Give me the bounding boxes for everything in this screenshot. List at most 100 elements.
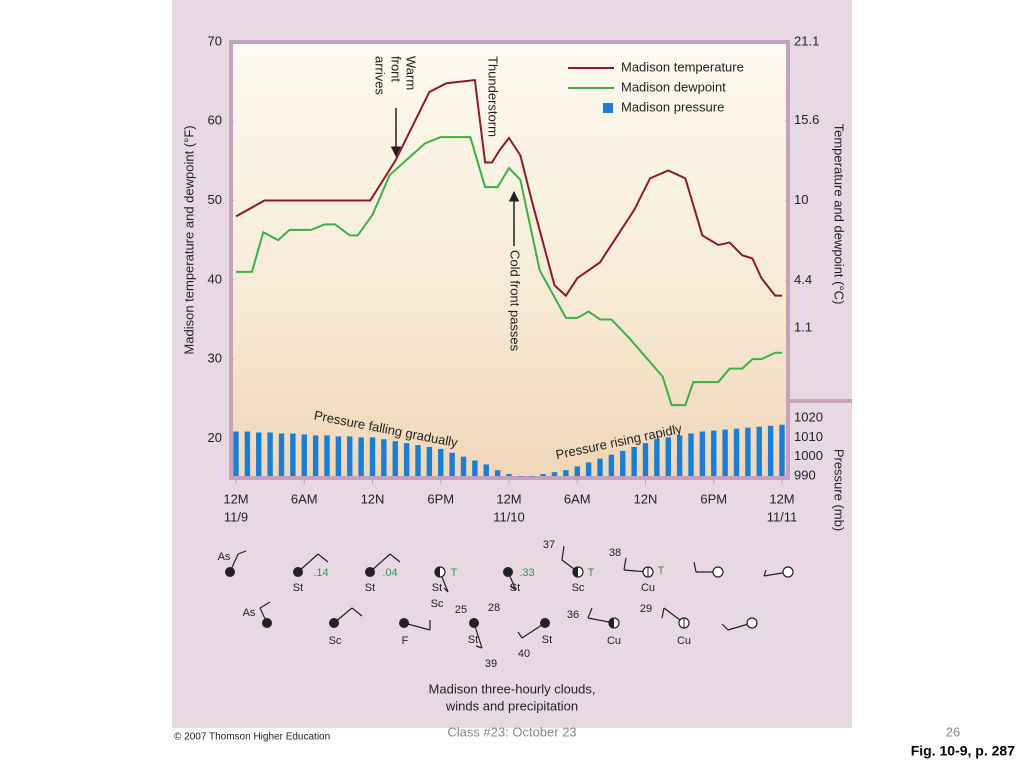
pressure-tick-label: 1000	[794, 448, 823, 463]
annotation: Warm	[404, 56, 419, 90]
pressure-bar	[312, 435, 319, 476]
pressure-bar	[654, 439, 660, 476]
series-line	[235, 78, 782, 298]
pressure-bar	[506, 474, 512, 476]
x-tick-label: 12M	[769, 491, 794, 506]
pressure-bar	[756, 426, 762, 476]
legend-label: Madison pressure	[621, 99, 724, 114]
wind-barb	[317, 553, 329, 563]
station-label: T	[451, 567, 458, 579]
pressure-tick-label: 1020	[794, 409, 823, 424]
station-half	[573, 567, 578, 577]
station-label: Sc	[572, 582, 585, 594]
station-label: 36	[567, 609, 579, 621]
pressure-bar	[426, 447, 433, 476]
y2-tick-label: 15.6	[794, 112, 819, 127]
pressure-bar	[608, 454, 615, 476]
pressure-tick-label: 1010	[794, 429, 823, 444]
wind-barb	[623, 557, 627, 571]
x-tick-label: 12N	[361, 491, 385, 506]
x-tick-label: 6PM	[427, 491, 454, 506]
station-circle	[225, 567, 235, 577]
station-label: Sc	[329, 635, 342, 647]
pressure-bar	[711, 430, 717, 476]
wind-barb	[237, 550, 247, 555]
y-tick-label: 20	[208, 430, 222, 445]
y-tick-label: 70	[208, 33, 222, 48]
pressure-bar	[267, 432, 273, 476]
pressure-bar	[642, 443, 649, 476]
pressure-axis-title: Pressure (mb)	[832, 449, 847, 531]
y2-tick-label: 1.1	[794, 319, 812, 334]
station-label: 29	[640, 603, 652, 615]
figure-ref: Fig. 10-9, p. 287	[911, 743, 1015, 759]
pressure-bar	[494, 470, 501, 476]
wind-barb	[587, 607, 593, 619]
pressure-bar	[358, 437, 364, 476]
wind-barb	[475, 645, 483, 649]
pressure-bar	[460, 456, 467, 476]
pressure-bar	[540, 474, 546, 476]
pressure-bar	[256, 432, 262, 476]
station-circle	[262, 618, 272, 628]
pressure-bar	[665, 437, 671, 476]
wind-barb	[351, 607, 363, 617]
y-tick-label: 50	[208, 192, 222, 207]
x-tick-label: 12M	[496, 491, 521, 506]
legend-label: Madison dewpoint	[621, 79, 726, 94]
x-date-label: 11/10	[493, 509, 525, 524]
pressure-bar	[381, 439, 387, 476]
pressure-bar	[620, 450, 626, 476]
station-label: T	[658, 565, 665, 577]
pressure-bar	[563, 470, 569, 476]
station-label: St	[432, 582, 442, 594]
y2-axis-title: Temperature and dewpoint (°C)	[832, 124, 847, 305]
pressure-bar	[779, 424, 785, 476]
station-label: 39	[485, 658, 497, 670]
pressure-bar	[347, 436, 353, 476]
wind-barb	[259, 601, 271, 609]
pressure-bar	[767, 425, 774, 476]
pressure-bar	[403, 443, 410, 476]
station-circle	[712, 566, 724, 578]
station-circle	[540, 618, 550, 628]
station-label: Cu	[641, 582, 655, 594]
legend-label: Madison temperature	[621, 59, 744, 74]
pressure-bar	[722, 429, 728, 476]
station-circle	[782, 566, 794, 578]
y2-tick-label: 4.4	[794, 272, 812, 287]
y-axis-title: Madison temperature and dewpoint (°F)	[181, 125, 196, 354]
pressure-bar	[551, 472, 558, 476]
pressure-tick-label: 990	[794, 467, 816, 482]
annotation: Cold front passes	[508, 250, 523, 352]
wind-barb	[693, 561, 697, 573]
station-label: St	[365, 582, 375, 594]
station-circle	[746, 617, 758, 629]
pressure-bar	[699, 431, 706, 476]
x-tick-label: 12N	[634, 491, 658, 506]
pressure-bar	[733, 428, 740, 476]
pressure-bar	[597, 458, 603, 476]
pressure-bar	[688, 433, 694, 476]
annotation: Thunderstorm	[486, 56, 501, 137]
pressure-bar	[574, 466, 580, 476]
station-caption: winds and precipitation	[445, 698, 578, 713]
station-circle	[293, 567, 303, 577]
pressure-bar	[472, 460, 478, 476]
wind-barb	[763, 569, 767, 577]
x-date-label: 11/11	[767, 509, 798, 524]
pressure-bar	[585, 462, 592, 476]
station-label: .04	[382, 567, 397, 579]
station-half	[609, 618, 614, 628]
station-half	[435, 567, 440, 577]
station-circle	[469, 618, 479, 628]
station-label: 40	[518, 648, 530, 660]
station-label: 38	[609, 547, 621, 559]
pressure-bar	[529, 476, 535, 477]
pressure-bar	[392, 441, 398, 476]
wind-barb	[389, 553, 401, 563]
station-label: T	[588, 567, 595, 579]
pressure-bar	[415, 445, 421, 476]
